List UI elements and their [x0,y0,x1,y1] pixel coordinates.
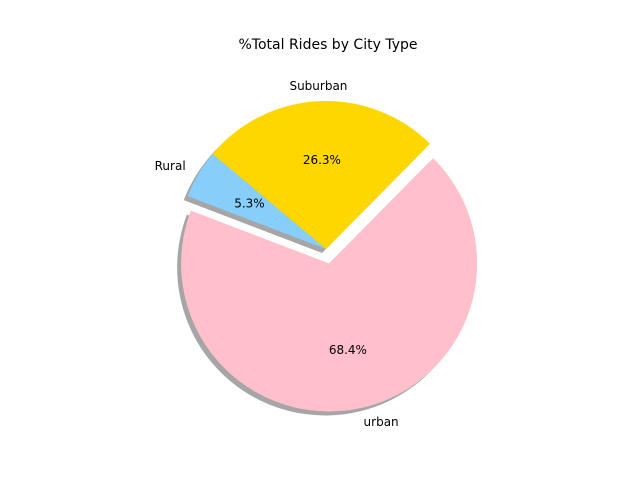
slice-label-suburban: Suburban [289,79,347,93]
slice-label-urban: urban [364,415,399,429]
pct-label-suburban: 26.3% [303,153,341,167]
slice-label-rural: Rural [155,159,186,173]
pct-label-rural: 5.3% [234,196,265,210]
pie-slice-suburban [212,101,431,249]
pie-slice-rural [187,153,326,249]
chart-title: %Total Rides by City Type [239,37,418,53]
label-layer: Rural 5.3% urban 68.4% Suburban 26.3% [155,79,399,429]
pct-label-urban: 68.4% [329,343,367,357]
slice-layer [181,101,478,412]
pie-slice-urban [181,158,478,412]
